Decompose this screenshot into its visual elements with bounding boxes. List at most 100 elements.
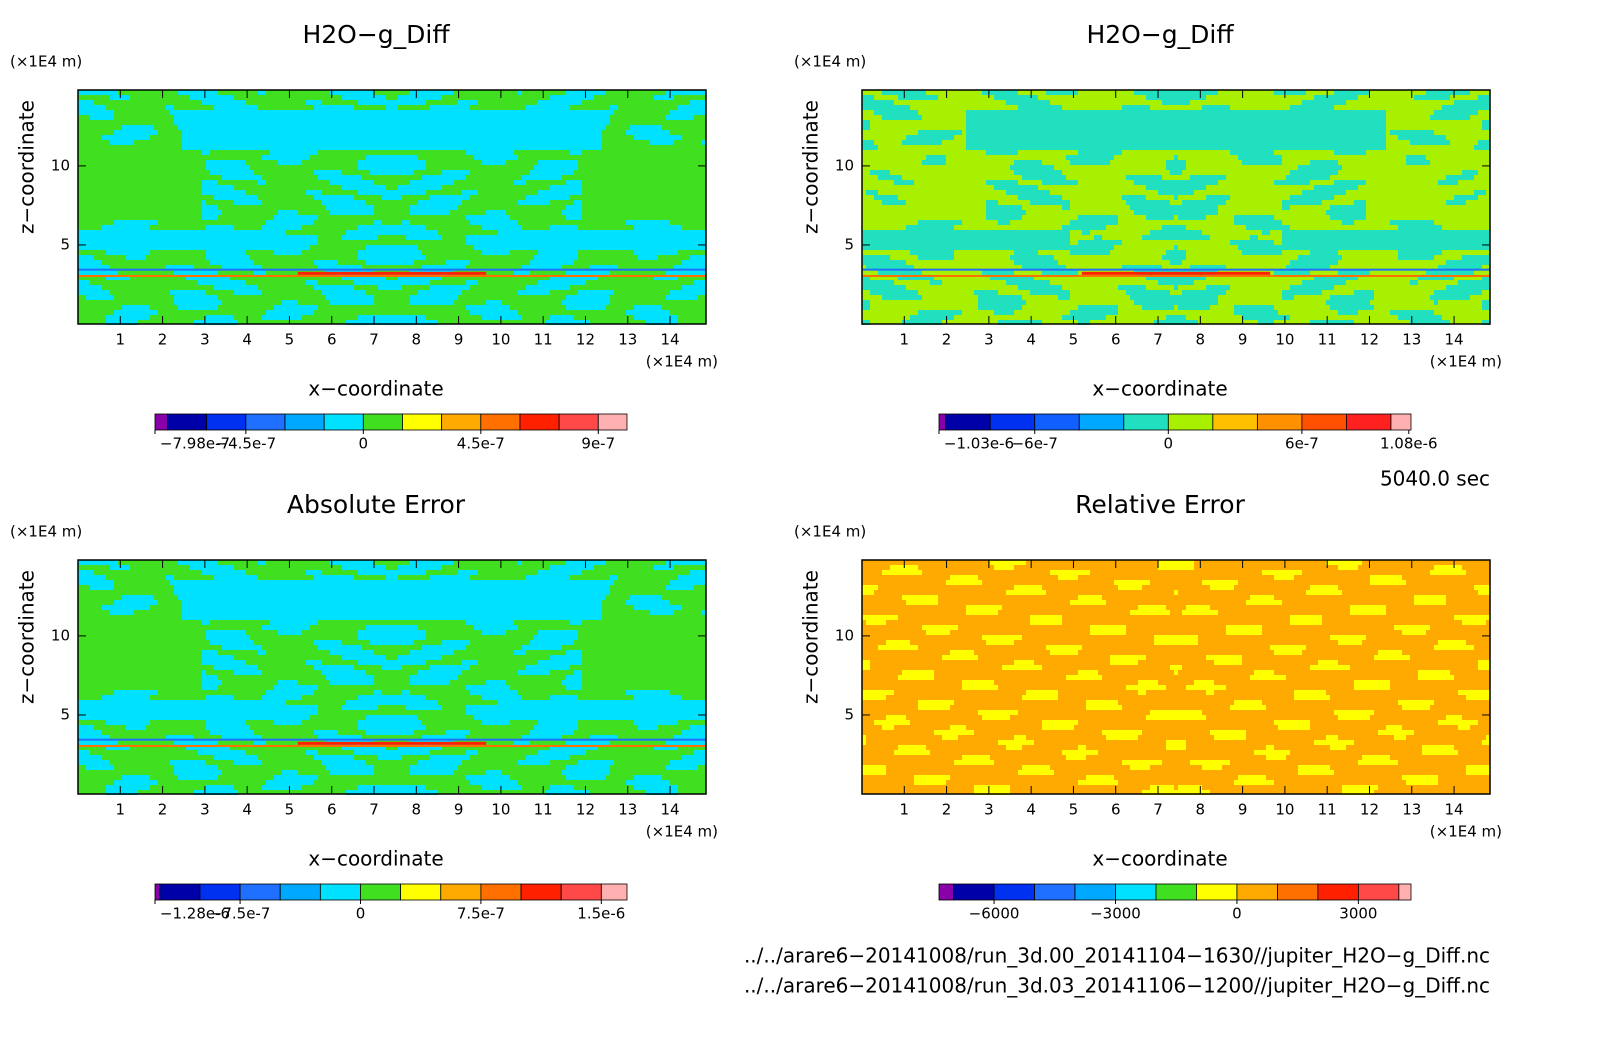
field-patch [1334,710,1374,715]
field-patch [1154,640,1198,645]
field-patch [178,775,218,780]
field-patch [678,105,706,110]
field-patch [206,785,234,790]
field-patch [1406,780,1438,785]
field-patch [266,310,314,315]
field-patch [358,785,426,790]
field-patch [1174,155,1178,160]
field-patch [1390,220,1434,225]
field-patch [474,715,706,720]
field-patch [518,90,522,95]
field-patch [862,665,870,670]
field-patch [530,730,574,735]
field-patch [1398,700,1434,705]
field-patch [358,160,426,165]
field-patch [654,275,678,280]
field-patch [170,290,206,295]
field-patch [358,255,426,260]
field-patch [1022,265,1066,270]
field-patch [422,175,466,180]
field-patch [1078,240,1122,245]
field-patch [430,755,470,760]
field-patch [466,705,706,710]
field-patch [1206,690,1214,695]
x-tick-label: 3 [200,801,210,819]
field-patch [1290,105,1334,110]
field-patch [626,780,670,785]
field-patch [1370,575,1402,580]
field-patch [1298,255,1342,260]
field-patch [1278,725,1310,730]
field-patch [1010,165,1054,170]
field-patch [1446,285,1490,290]
field-patch [86,765,114,770]
field-patch [486,770,502,775]
plot-frame [77,89,707,325]
field-patch [1086,775,1114,780]
field-patch [122,595,154,600]
field-patch [566,215,582,220]
field-patch [330,770,374,775]
colorbar-tick-label: 1.08e-6 [1380,435,1438,453]
field-patch [78,270,118,275]
field-patch [998,740,1034,745]
field-patch [1302,100,1346,105]
field-patch [214,195,258,200]
field-patch [398,275,442,280]
field-patch [202,655,234,660]
field-patch [1306,590,1342,595]
field-patch [214,665,258,670]
field-patch [342,705,378,710]
field-patch [1446,260,1490,265]
colorbar-segment [245,413,286,431]
field-patch [666,115,694,120]
field-patch [126,255,146,260]
x-tick-label: 8 [1196,801,1206,819]
field-patch [898,745,926,750]
field-patch [1042,270,1078,275]
field-patch [174,740,218,745]
field-patch [570,150,582,155]
field-patch [534,725,578,730]
x-tick-label: 2 [942,331,952,349]
colorbar-tick-label: 1.5e-6 [577,905,625,923]
field-patch [526,755,570,760]
field-patch [1122,195,1146,200]
y-tick-label: 5 [60,705,70,723]
contour-panel: Relative Error (×1E4 m) z−coordinate (×1E4 … [794,490,1502,923]
field-patch [986,180,1018,185]
field-patch [78,710,318,715]
field-patch [486,680,506,685]
field-patch [1466,695,1490,700]
field-band [78,738,706,741]
field-patch [314,755,354,760]
field-patch [1078,595,1102,600]
field-patch [666,270,706,275]
field-patch [1446,715,1462,720]
field-patch [982,90,1018,95]
colorbar-segment [1390,413,1412,431]
field-patch [1482,320,1490,325]
x-tick-label: 14 [661,801,680,819]
field-patch [206,165,250,170]
field-patch [1242,250,1282,255]
field-patch [882,725,894,730]
field-patch [1066,755,1086,760]
field-patch [190,565,234,570]
field-patch [1234,215,1274,220]
field-patch [114,310,158,315]
field-patch [1166,740,1186,745]
y-unit: (×1E4 m) [10,53,82,71]
field-patch [550,185,582,190]
field-patch [202,205,218,210]
field-patch [1226,625,1262,630]
field-patch [1274,720,1310,725]
y-tick-label: 5 [60,235,70,253]
field-patch [202,215,218,220]
field-patch [358,100,426,105]
field-patch [626,130,670,135]
field-patch [234,670,262,675]
field-patch [366,730,414,735]
field-patch [1250,595,1274,600]
x-tick-label: 2 [942,801,952,819]
